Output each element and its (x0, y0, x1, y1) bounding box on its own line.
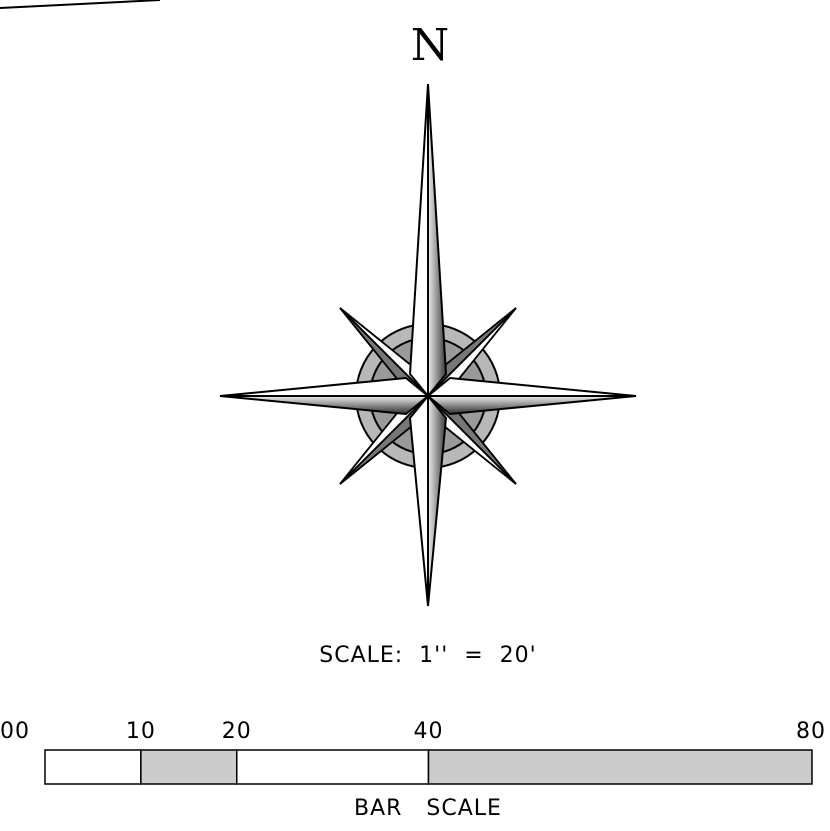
bar-scale-segment-0 (44, 749, 142, 785)
bar-scale-tick-40: 40 (414, 719, 444, 744)
scale-text: SCALE: 1'' = 20' (319, 643, 536, 668)
bar-scale-tick-20: 20 (222, 719, 252, 744)
bar-scale-segment-3 (427, 749, 813, 785)
property-line (0, 0, 161, 9)
bar-scale-tick-00: 00 (0, 719, 30, 744)
bar-scale-tick-10: 10 (126, 719, 156, 744)
compass-rose-icon (219, 83, 637, 607)
bar-scale-tick-80: 80 (796, 719, 826, 744)
bar-scale-ticks: 00 10 20 40 80 (0, 719, 826, 744)
bar-scale-segment-2 (236, 749, 430, 785)
north-label: N (411, 20, 450, 71)
bar-scale-label: BAR SCALE (354, 796, 502, 821)
compass-cardinal-points (219, 83, 637, 607)
bar-scale (44, 749, 813, 785)
bar-scale-segment-1 (140, 749, 238, 785)
